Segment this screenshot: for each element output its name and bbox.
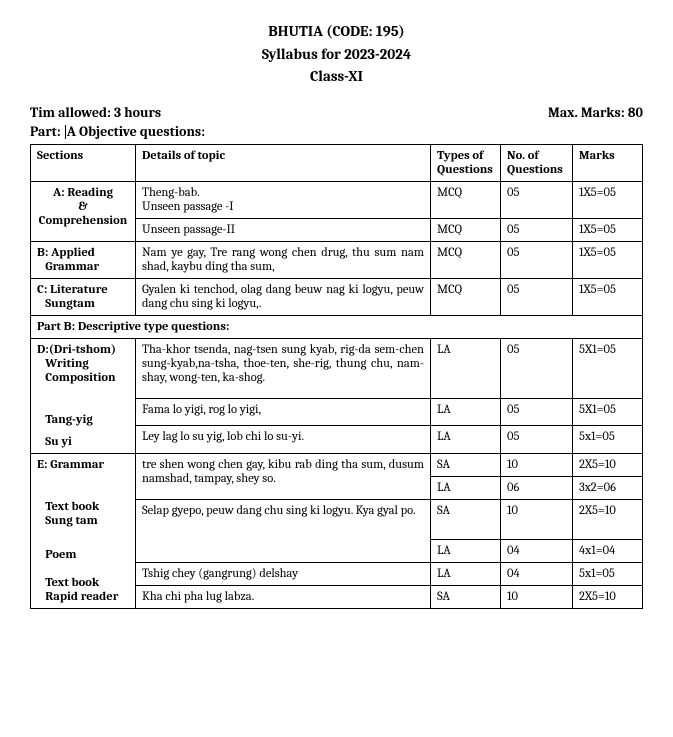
text: Writing xyxy=(45,357,89,371)
text: Text book xyxy=(45,576,99,590)
cell-marks: 1X5=05 xyxy=(573,181,643,218)
text: A: Reading xyxy=(53,186,113,200)
table-row: D:(Dri-tshom) Writing Composition Tang-y… xyxy=(31,338,643,398)
cell-marks: 5X1=05 xyxy=(573,338,643,398)
text: Su yi xyxy=(45,435,72,449)
cell-marks: 1X5=05 xyxy=(573,278,643,315)
title-line-3: Class-XI xyxy=(30,65,643,88)
table-row: B: Applied Grammar Nam ye gay, Tre rang … xyxy=(31,241,643,278)
part-a-line: Part: A Objective questions: xyxy=(30,123,643,140)
section-d-label: D:(Dri-tshom) Writing Composition Tang-y… xyxy=(31,338,136,453)
section-e-details-1: tre shen wong chen gay, kibu rab ding th… xyxy=(136,453,431,499)
cell-type: SA xyxy=(431,585,501,608)
cell-noq: 05 xyxy=(501,426,573,453)
cell-marks: 3x2=06 xyxy=(573,476,643,499)
section-c-label: C: Literature Sungtam xyxy=(31,278,136,315)
col-sections: Sections xyxy=(31,144,136,181)
text: Comprehension xyxy=(39,214,128,228)
cell-marks: 5X1=05 xyxy=(573,398,643,425)
cell-noq: 05 xyxy=(501,181,573,218)
cell-type: MCQ xyxy=(431,181,501,218)
cell-marks: 4x1=04 xyxy=(573,539,643,562)
section-d-details-1: Tha-khor tsenda, nag-tsen sung kyab, rig… xyxy=(136,338,431,398)
section-b-details: Nam ye gay, Tre rang wong chen drug, thu… xyxy=(136,241,431,278)
section-e-label: E: Grammar Text book Sung tam Poem Text … xyxy=(31,453,136,608)
text: Sungtam xyxy=(45,297,95,311)
cell-marks: 1X5=05 xyxy=(573,241,643,278)
text: C: Literature xyxy=(37,283,108,297)
cell-type: LA xyxy=(431,426,501,453)
title-line-2: Syllabus for 2023-2024 xyxy=(30,43,643,66)
cell-type: LA xyxy=(431,338,501,398)
section-e-details-2: Selap gyepo, peuw dang chu sing ki logyu… xyxy=(136,499,431,562)
cell-noq: 05 xyxy=(501,278,573,315)
cell-marks: 2X5=10 xyxy=(573,585,643,608)
cell-noq: 10 xyxy=(501,453,573,476)
page-header: BHUTIA (CODE: 195) Syllabus for 2023-202… xyxy=(30,20,643,88)
text: Grammar xyxy=(45,260,99,274)
col-noq: No. of Questions xyxy=(501,144,573,181)
section-b-label: B: Applied Grammar xyxy=(31,241,136,278)
cell-type: MCQ xyxy=(431,278,501,315)
cell-type: LA xyxy=(431,562,501,585)
cell-type: SA xyxy=(431,453,501,476)
text: Tang-yig xyxy=(45,413,92,427)
col-details: Details of topic xyxy=(136,144,431,181)
cell-type: MCQ xyxy=(431,218,501,241)
table-row: E: Grammar Text book Sung tam Poem Text … xyxy=(31,453,643,476)
cell-type: LA xyxy=(431,476,501,499)
section-a-label: A: Reading & Comprehension xyxy=(31,181,136,241)
table-row: C: Literature Sungtam Gyalen ki tenchod,… xyxy=(31,278,643,315)
cell-noq: 05 xyxy=(501,398,573,425)
meta-row: Tim allowed: 3 hours Max. Marks: 80 xyxy=(30,104,643,121)
section-c-details: Gyalen ki tenchod, olag dang beuw nag ki… xyxy=(136,278,431,315)
text: Rapid reader xyxy=(45,590,118,604)
part-b-label: Part B: Descriptive type questions: xyxy=(31,315,643,338)
cell-noq: 06 xyxy=(501,476,573,499)
text: B: Applied xyxy=(37,246,95,260)
part-a-suffix: A Objective questions: xyxy=(67,123,205,140)
section-e-details-3: Tshig chey (gangrung) delshay xyxy=(136,562,431,585)
cell-noq: 05 xyxy=(501,241,573,278)
part-b-row: Part B: Descriptive type questions: xyxy=(31,315,643,338)
cell-noq: 04 xyxy=(501,539,573,562)
title-line-1: BHUTIA (CODE: 195) xyxy=(30,20,643,43)
cell-noq: 05 xyxy=(501,338,573,398)
section-d-details-3: Ley lag lo su yig, lob chi lo su-yi. xyxy=(136,426,431,453)
text: Poem xyxy=(45,548,76,562)
part-a-prefix: Part: xyxy=(30,123,64,140)
cell-noq: 04 xyxy=(501,562,573,585)
text: Composition xyxy=(45,371,115,385)
col-types: Types of Questions xyxy=(431,144,501,181)
cell-noq: 10 xyxy=(501,499,573,539)
cell-type: SA xyxy=(431,499,501,539)
text: D:(Dri-tshom) xyxy=(37,343,116,357)
cell-marks: 2X5=10 xyxy=(573,499,643,539)
text: E: Grammar xyxy=(37,458,104,472)
text: Text book xyxy=(45,500,99,514)
section-d-details-2: Fama lo yigi, rog lo yigi, xyxy=(136,398,431,425)
time-allowed: Tim allowed: 3 hours xyxy=(30,104,161,121)
cell-noq: 10 xyxy=(501,585,573,608)
syllabus-table: Sections Details of topic Types of Quest… xyxy=(30,144,643,609)
text-cursor-icon xyxy=(65,125,66,139)
cell-type: LA xyxy=(431,539,501,562)
cell-marks: 5x1=05 xyxy=(573,562,643,585)
cell-marks: 2X5=10 xyxy=(573,453,643,476)
section-e-details-4: Kha chi pha lug labza. xyxy=(136,585,431,608)
table-header-row: Sections Details of topic Types of Quest… xyxy=(31,144,643,181)
cell-noq: 05 xyxy=(501,218,573,241)
text: & xyxy=(78,200,87,214)
max-marks: Max. Marks: 80 xyxy=(548,104,643,121)
cell-type: MCQ xyxy=(431,241,501,278)
text: Sung tam xyxy=(45,514,97,528)
table-row: A: Reading & Comprehension Theng-bab. Un… xyxy=(31,181,643,218)
cell-marks: 1X5=05 xyxy=(573,218,643,241)
col-marks: Marks xyxy=(573,144,643,181)
cell-marks: 5x1=05 xyxy=(573,426,643,453)
cell-type: LA xyxy=(431,398,501,425)
section-a-details-2: Unseen passage-II xyxy=(136,218,431,241)
section-a-details-1: Theng-bab. Unseen passage -I xyxy=(136,181,431,218)
